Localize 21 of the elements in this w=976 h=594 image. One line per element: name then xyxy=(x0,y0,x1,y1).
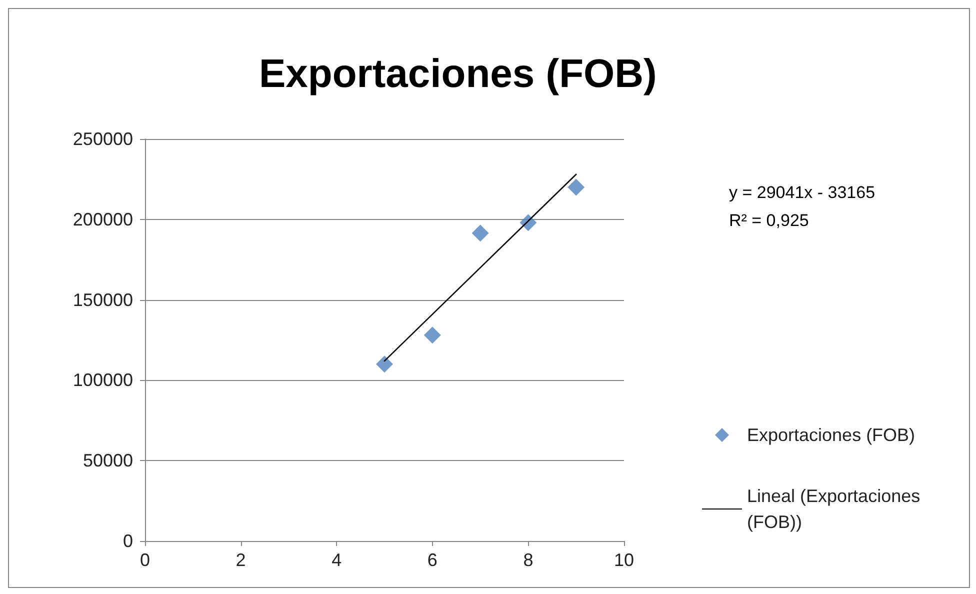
x-tick-label: 8 xyxy=(523,550,534,570)
x-tick-label: 4 xyxy=(332,550,342,570)
point xyxy=(568,178,585,196)
y-tick-label: 250000 xyxy=(72,129,133,149)
text: y = 29041x - 33165 xyxy=(729,183,876,202)
y-tick-label: 150000 xyxy=(72,290,133,310)
x-tick-label: 10 xyxy=(614,550,634,570)
y-tick-label: 100000 xyxy=(72,370,133,390)
y-tick-label: 0 xyxy=(122,531,133,551)
point xyxy=(472,224,489,242)
y-tick-label: 200000 xyxy=(72,209,133,230)
x-tick-label: 2 xyxy=(236,550,246,570)
x-tick-label: 0 xyxy=(140,550,150,570)
legend-label: Lineal (Exportaciones (FOB)) xyxy=(747,486,926,532)
point xyxy=(424,326,441,344)
text: R² = 0,925 xyxy=(729,211,809,230)
legend-label: Exportaciones (FOB) xyxy=(747,425,916,445)
chart-title: Exportaciones (FOB) xyxy=(259,52,657,96)
x-tick-label: 6 xyxy=(427,550,438,570)
y-tick-label: 50000 xyxy=(82,450,133,471)
point xyxy=(376,356,393,373)
